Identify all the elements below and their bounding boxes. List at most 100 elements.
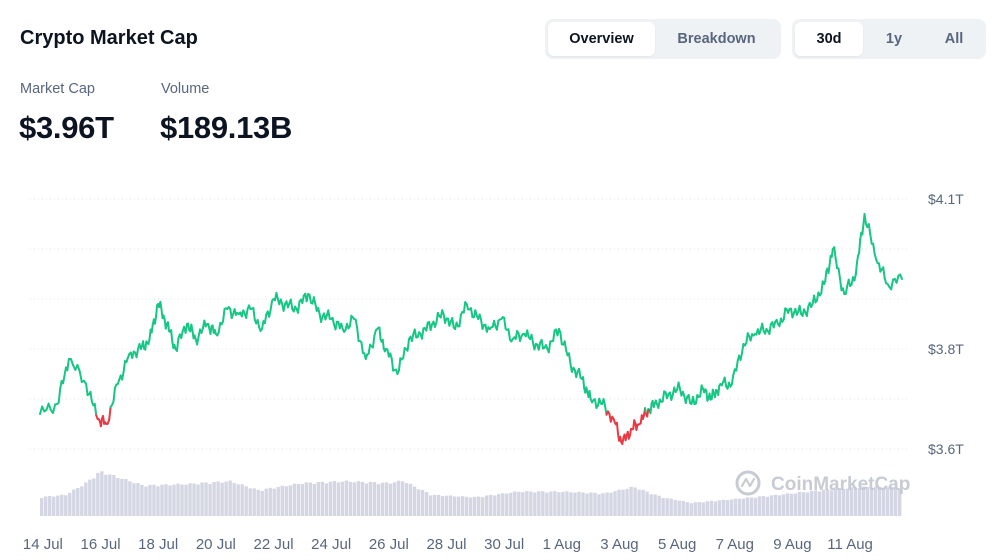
line-segment bbox=[166, 321, 171, 333]
volume-bar bbox=[493, 495, 497, 516]
line-segment bbox=[89, 390, 93, 403]
line-segment bbox=[798, 304, 803, 315]
range-all[interactable]: All bbox=[944, 31, 964, 47]
volume-bar bbox=[40, 497, 44, 516]
line-segment bbox=[628, 428, 632, 437]
line-segment bbox=[552, 329, 556, 342]
volume-bar bbox=[340, 481, 345, 516]
line-segment bbox=[413, 328, 418, 339]
volume-bar bbox=[332, 481, 337, 516]
line-segment bbox=[331, 317, 336, 326]
volume-bar bbox=[825, 489, 830, 516]
volume-bar bbox=[68, 492, 72, 516]
volume-bar bbox=[677, 500, 681, 516]
line-segment bbox=[691, 395, 696, 405]
line-segment bbox=[282, 303, 287, 312]
volume-bar bbox=[481, 497, 485, 516]
volume-bar bbox=[773, 494, 778, 516]
volume-bar bbox=[705, 501, 709, 516]
line-segment bbox=[348, 314, 353, 328]
volume-bar bbox=[376, 484, 381, 516]
line-segment bbox=[694, 394, 699, 405]
volume-bar bbox=[320, 481, 325, 516]
volume-bar bbox=[160, 484, 164, 516]
line-segment bbox=[429, 323, 434, 332]
volume-bar bbox=[673, 500, 677, 516]
volume-bar bbox=[485, 495, 489, 516]
volume-bar bbox=[88, 479, 92, 516]
volume-bar bbox=[360, 481, 365, 516]
range-1y[interactable]: 1y bbox=[885, 31, 903, 47]
volume-bar bbox=[240, 484, 244, 516]
line-segment bbox=[135, 347, 140, 359]
volume-bar bbox=[144, 486, 148, 516]
volume-bar bbox=[557, 492, 561, 516]
line-segment bbox=[578, 367, 582, 379]
line-segment bbox=[406, 338, 411, 352]
volume-bar bbox=[513, 491, 517, 516]
volume-bar bbox=[372, 482, 377, 516]
volume-bar bbox=[408, 483, 413, 516]
range-30d[interactable]: 30d bbox=[795, 22, 863, 56]
volume-bar bbox=[108, 474, 112, 516]
volume-bar bbox=[380, 482, 385, 516]
volume-bar bbox=[280, 485, 284, 516]
volume-bar bbox=[204, 482, 208, 516]
volume-bar bbox=[428, 495, 433, 516]
volume-bar bbox=[701, 502, 705, 516]
volume-bar bbox=[721, 499, 725, 516]
volume-bar bbox=[364, 483, 369, 516]
line-segment bbox=[301, 294, 305, 304]
line-segment bbox=[378, 326, 382, 341]
volume-bar bbox=[224, 481, 228, 516]
volume-bar bbox=[653, 494, 657, 516]
line-segment bbox=[131, 350, 135, 359]
volume-bar bbox=[348, 481, 353, 516]
volume-bar bbox=[545, 492, 549, 516]
volume-bar bbox=[769, 495, 774, 516]
price-line bbox=[39, 213, 903, 445]
line-segment bbox=[855, 254, 860, 264]
volume-bar bbox=[889, 486, 894, 516]
volume-bar bbox=[268, 487, 272, 516]
volume-bar bbox=[893, 488, 898, 516]
volume-bar bbox=[232, 483, 236, 516]
volume-bar bbox=[100, 471, 104, 516]
x-tick-label: 26 Jul bbox=[369, 536, 409, 553]
line-segment bbox=[93, 402, 98, 417]
volume-bar bbox=[561, 491, 565, 516]
line-segment bbox=[602, 398, 607, 407]
tab-overview[interactable]: Overview bbox=[548, 22, 655, 56]
line-segment bbox=[507, 328, 511, 341]
watermark-text: CoinMarketCap bbox=[771, 474, 910, 495]
volume-bar bbox=[681, 500, 685, 516]
volume-bar bbox=[136, 483, 140, 516]
tab-breakdown[interactable]: Breakdown bbox=[677, 31, 756, 47]
line-segment bbox=[717, 384, 721, 396]
volume-bar bbox=[845, 488, 850, 516]
volume-bar bbox=[296, 483, 301, 516]
line-segment bbox=[661, 390, 666, 403]
volume-bar bbox=[404, 483, 409, 516]
volume-bar bbox=[741, 498, 746, 516]
volume-bar bbox=[833, 489, 838, 516]
volume-bar bbox=[132, 483, 136, 516]
y-tick-label: $3.8T bbox=[928, 341, 964, 357]
volume-bar bbox=[112, 475, 116, 516]
volume-bar bbox=[477, 496, 481, 516]
line-segment bbox=[275, 291, 279, 300]
volume-bar bbox=[577, 491, 581, 516]
line-segment bbox=[824, 270, 828, 283]
volume-bar bbox=[44, 496, 48, 516]
y-tick-label: $3.6T bbox=[928, 441, 964, 457]
volume-bar bbox=[761, 496, 766, 516]
line-segment bbox=[830, 248, 834, 258]
volume-bar bbox=[641, 489, 645, 516]
volume-bar bbox=[92, 478, 96, 516]
volume-bar bbox=[236, 484, 240, 516]
volume-bar bbox=[392, 482, 397, 516]
line-segment bbox=[256, 319, 261, 329]
line-segment bbox=[155, 304, 159, 318]
line-segment bbox=[863, 213, 867, 226]
volume-bar bbox=[424, 492, 429, 516]
